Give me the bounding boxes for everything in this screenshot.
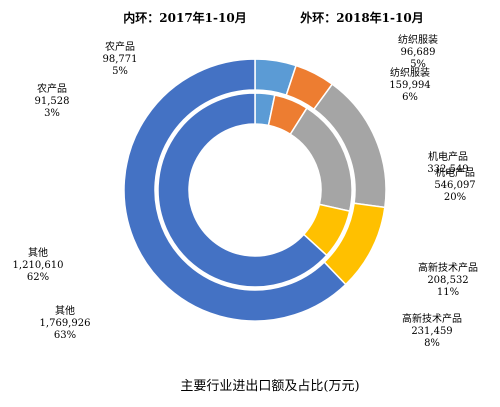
inner-label-mech-value: 546,097: [434, 180, 475, 191]
inner-label-textile-category: 纺织服装: [390, 66, 430, 79]
outer-label-agri-category: 农产品: [105, 40, 135, 53]
outer-label-hitech-percent: 11%: [437, 287, 459, 298]
outer-label-mech-value: 332,549: [427, 164, 468, 175]
inner-label-agri-percent: 3%: [44, 108, 60, 119]
outer-label-other-percent: 62%: [27, 272, 49, 283]
outer-label-textile-value: 96,689: [401, 47, 436, 58]
outer-slice-other: [123, 58, 347, 322]
inner-label-agri-value: 91,528: [35, 96, 70, 107]
chart-title: 主要行业进出口额及占比(万元): [180, 379, 359, 394]
inner-label-mech-category: 机电产品: [435, 166, 475, 179]
inner-label-other-value: 1,769,926: [40, 318, 91, 329]
inner-ring: [157, 92, 353, 288]
outer-label-other-value: 1,210,610: [13, 260, 64, 271]
outer-label-mech-category: 机电产品: [428, 150, 468, 163]
outer-label-hitech-category: 高新技术产品: [418, 261, 478, 274]
inner-ring-header: 内环：2017年1-10月: [123, 10, 246, 25]
inner-label-mech-percent: 20%: [444, 192, 466, 203]
outer-label-agri-percent: 5%: [112, 66, 128, 77]
outer-label-textile-category: 纺织服装: [398, 33, 438, 46]
inner-label-hitech-category: 高新技术产品: [402, 312, 462, 325]
inner-slice-other: [157, 92, 328, 288]
outer-label-other-category: 其他: [28, 246, 48, 259]
outer-ring: [123, 58, 387, 322]
inner-label-other-percent: 63%: [54, 330, 76, 341]
inner-label-hitech-value: 231,459: [411, 326, 452, 337]
outer-ring-header: 外环：2018年1-10月: [300, 10, 423, 25]
inner-label-other-category: 其他: [55, 304, 75, 317]
inner-label-hitech-percent: 8%: [424, 338, 440, 349]
inner-label-textile-percent: 6%: [402, 92, 418, 103]
inner-label-agri-category: 农产品: [37, 82, 67, 95]
outer-label-agri-value: 98,771: [103, 54, 138, 65]
inner-label-textile-value: 159,994: [389, 80, 430, 91]
outer-label-hitech-value: 208,532: [427, 275, 468, 286]
outer-label-textile-percent: 5%: [410, 59, 426, 70]
slice-labels: 农产品91,5283%纺织服装159,9946%机电产品546,09720%高新…: [13, 33, 478, 349]
